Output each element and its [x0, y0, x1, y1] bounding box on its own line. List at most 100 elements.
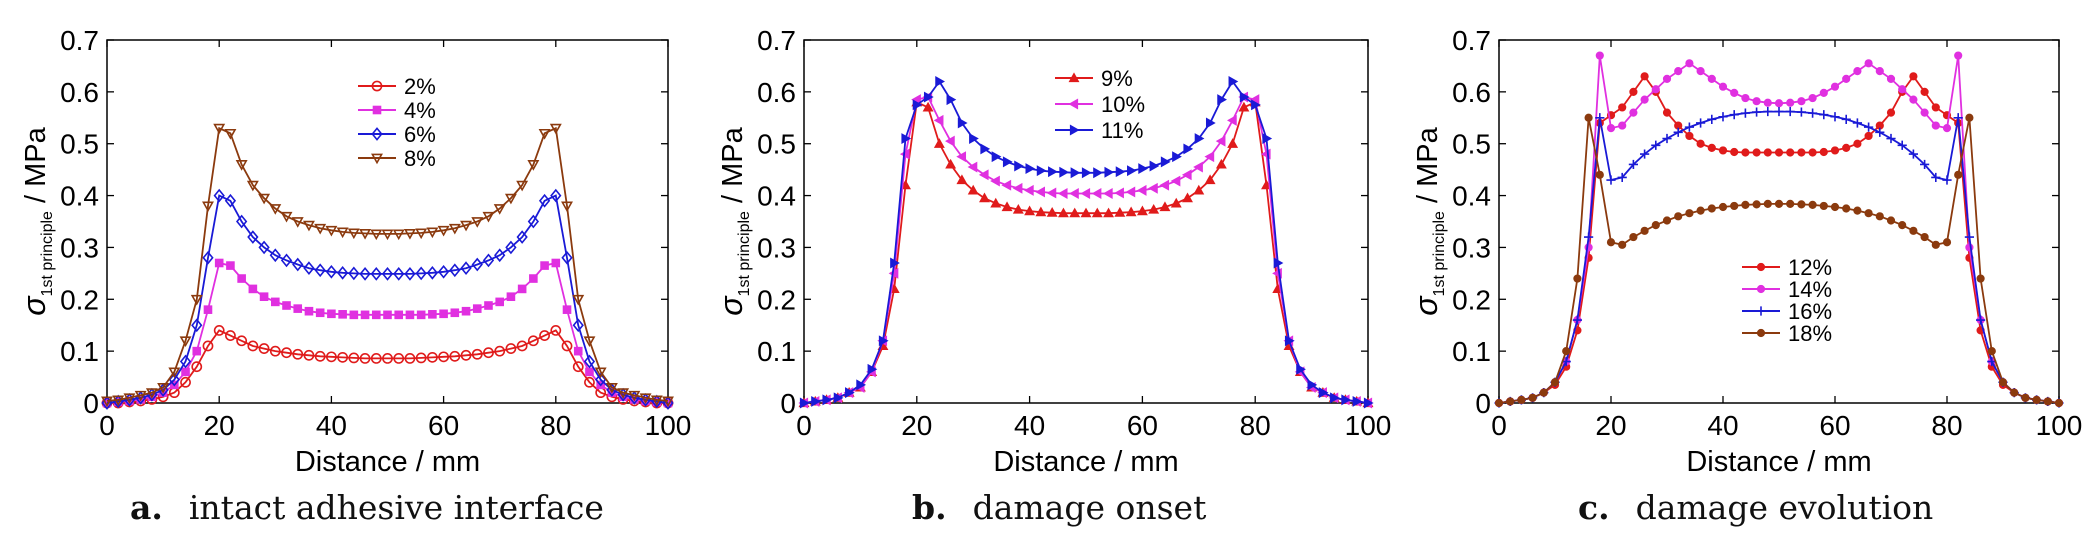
- x-tick-label: 0: [1491, 410, 1507, 441]
- data-point: [1001, 201, 1013, 212]
- data-point: [1864, 131, 1873, 141]
- data-point: [1035, 206, 1047, 217]
- data-point: [1181, 169, 1192, 181]
- caption-a: a. intact adhesive interface: [130, 488, 604, 527]
- data-point: [1864, 122, 1874, 132]
- data-point: [1102, 188, 1113, 199]
- data-point: [933, 114, 944, 126]
- data-point: [157, 383, 170, 394]
- y-tick-label: 0.1: [1452, 336, 1491, 367]
- x-axis-label: Distance / mm: [1686, 446, 1871, 478]
- y-tick-label: 0.3: [1452, 232, 1491, 263]
- data-point: [1741, 93, 1750, 103]
- data-point: [1774, 148, 1784, 157]
- data-point: [1115, 166, 1126, 178]
- data-point: [381, 229, 394, 241]
- data-point: [370, 267, 382, 281]
- data-point: [1875, 67, 1884, 76]
- data-point: [1057, 188, 1068, 199]
- data-point: [639, 393, 652, 405]
- data-point: [1662, 133, 1672, 144]
- data-point: [1494, 398, 1504, 408]
- data-point: [303, 261, 315, 276]
- legend-marker: [1069, 124, 1080, 136]
- chart-panel-3: 0 20 40 60 80 100 0 0.1 0.2 0.3 0.4 0.5 0.6 0.7 Distan…: [1408, 25, 2082, 478]
- y-tick-label: 0.2: [757, 284, 796, 315]
- data-point: [1920, 232, 1929, 242]
- data-point: [517, 284, 527, 294]
- data-point: [990, 175, 1000, 187]
- data-point: [1707, 74, 1716, 83]
- data-point: [1808, 148, 1817, 157]
- data-point: [572, 318, 584, 333]
- x-tick-label: 100: [645, 410, 692, 441]
- data-point: [561, 250, 573, 265]
- data-point: [471, 348, 483, 360]
- data-point: [236, 335, 248, 347]
- data-point: [584, 376, 595, 388]
- data-point: [1954, 51, 1963, 60]
- y-tick-label: 0.1: [60, 336, 99, 367]
- caption-a-letter: a.: [130, 488, 163, 527]
- y-tick-label: 0.4: [1452, 181, 1491, 212]
- data-point: [359, 229, 372, 240]
- data-point: [1875, 127, 1885, 137]
- data-point: [1284, 335, 1295, 347]
- data-point: [1584, 113, 1593, 122]
- legend-marker: [371, 127, 383, 141]
- data-point: [101, 396, 113, 408]
- data-point: [1080, 207, 1092, 218]
- data-point: [1808, 200, 1817, 210]
- data-point: [394, 310, 404, 320]
- data-point: [314, 223, 327, 235]
- data-point: [460, 220, 473, 232]
- data-point: [405, 310, 415, 320]
- legend-label: 11%: [1101, 118, 1143, 143]
- data-point: [945, 135, 955, 147]
- x-axis-label: Distance / mm: [295, 446, 480, 478]
- data-point: [392, 229, 405, 241]
- data-point: [1942, 175, 1952, 185]
- data-point: [1170, 175, 1181, 187]
- data-point: [585, 367, 594, 377]
- data-point: [393, 353, 405, 364]
- data-point: [1763, 148, 1772, 157]
- data-point: [990, 197, 1002, 208]
- data-point: [1808, 93, 1817, 103]
- data-point: [1651, 140, 1661, 150]
- data-point: [325, 225, 338, 237]
- x-tick-label: 80: [540, 410, 571, 441]
- data-point: [1606, 124, 1616, 133]
- plot-area-frame: [1498, 39, 2060, 404]
- data-point: [856, 379, 867, 391]
- data-point: [2043, 397, 2052, 406]
- data-point: [461, 306, 471, 316]
- data-point: [527, 335, 539, 347]
- data-point: [1205, 117, 1216, 129]
- data-point: [562, 305, 572, 314]
- data-point: [1629, 108, 1638, 117]
- data-point: [1296, 363, 1306, 375]
- series-10pct: [798, 91, 1373, 409]
- data-point: [1103, 207, 1115, 218]
- y-tick-label: 0.4: [757, 181, 796, 212]
- data-point: [348, 266, 360, 281]
- data-point: [348, 352, 360, 364]
- data-point: [595, 372, 607, 387]
- data-point: [561, 340, 573, 352]
- legend-label: 14%: [1788, 277, 1832, 302]
- data-point: [1774, 106, 1784, 117]
- data-point: [2021, 393, 2030, 402]
- data-point: [291, 217, 304, 228]
- data-point: [1193, 184, 1205, 195]
- data-point: [923, 91, 934, 103]
- legend-marker: [1756, 262, 1766, 272]
- data-point: [314, 350, 326, 362]
- data-point: [315, 308, 325, 318]
- data-point: [1640, 149, 1650, 159]
- data-point: [540, 261, 549, 270]
- legend-label: 16%: [1788, 299, 1832, 324]
- data-point: [1138, 163, 1149, 175]
- data-point: [1908, 149, 1918, 159]
- data-point: [1920, 108, 1929, 117]
